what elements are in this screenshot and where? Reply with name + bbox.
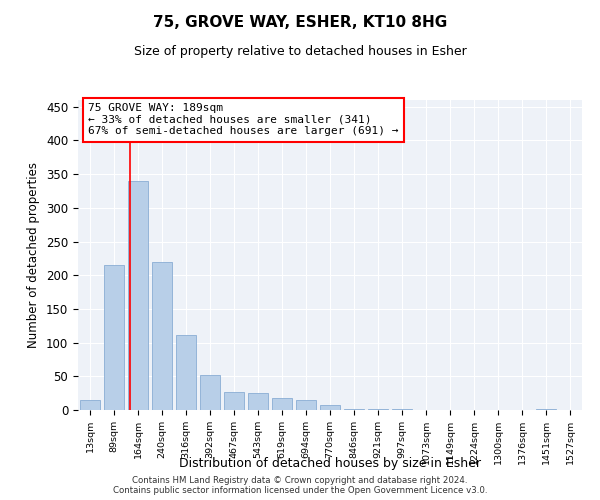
Bar bbox=[104, 265, 124, 410]
Bar bbox=[272, 398, 292, 410]
Text: 75 GROVE WAY: 189sqm
← 33% of detached houses are smaller (341)
67% of semi-deta: 75 GROVE WAY: 189sqm ← 33% of detached h… bbox=[88, 103, 398, 136]
Bar bbox=[296, 400, 316, 410]
Bar bbox=[200, 375, 220, 410]
Bar bbox=[248, 393, 268, 410]
Y-axis label: Number of detached properties: Number of detached properties bbox=[28, 162, 40, 348]
Bar bbox=[320, 406, 340, 410]
Bar bbox=[344, 408, 364, 410]
Bar bbox=[80, 400, 100, 410]
Bar bbox=[152, 262, 172, 410]
Text: Contains HM Land Registry data © Crown copyright and database right 2024.
Contai: Contains HM Land Registry data © Crown c… bbox=[113, 476, 487, 495]
Text: Distribution of detached houses by size in Esher: Distribution of detached houses by size … bbox=[179, 457, 481, 470]
Bar bbox=[128, 181, 148, 410]
Text: Size of property relative to detached houses in Esher: Size of property relative to detached ho… bbox=[134, 45, 466, 58]
Text: 75, GROVE WAY, ESHER, KT10 8HG: 75, GROVE WAY, ESHER, KT10 8HG bbox=[153, 15, 447, 30]
Bar bbox=[176, 334, 196, 410]
Bar bbox=[224, 392, 244, 410]
